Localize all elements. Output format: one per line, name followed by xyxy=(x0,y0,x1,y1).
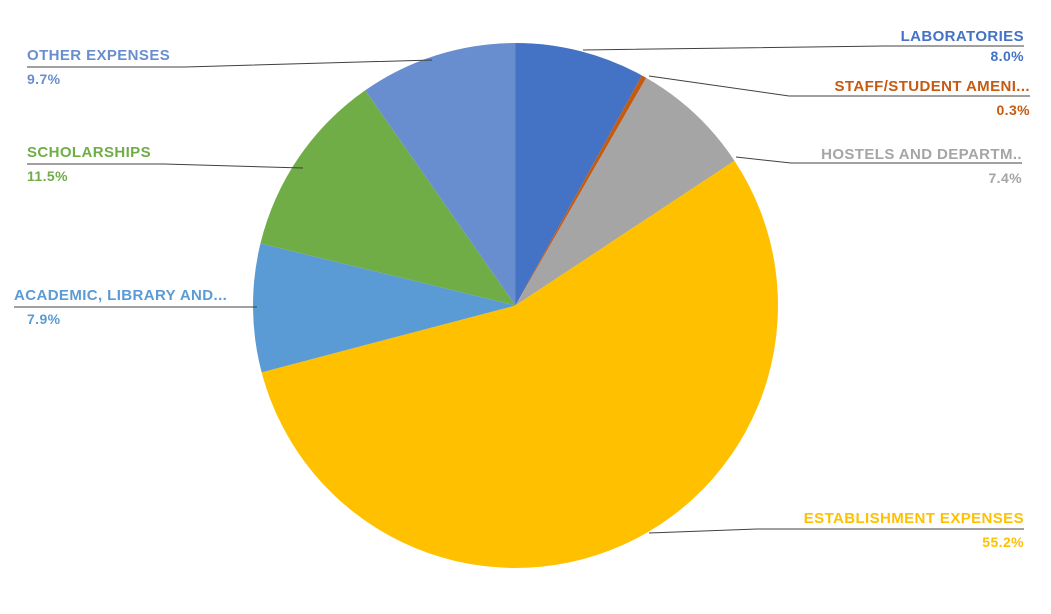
pie-slice-5 xyxy=(260,90,516,306)
pie-label-percent: 7.9% xyxy=(27,311,61,327)
pie-slice-3 xyxy=(261,160,778,568)
pie-slice-0 xyxy=(515,43,642,306)
leader-line-laboratories xyxy=(582,45,1024,51)
leader-line-staff xyxy=(648,75,1030,97)
pie-label-name: STAFF/STUDENT AMENI... xyxy=(834,78,1030,95)
pie-label-percent: 7.4% xyxy=(988,170,1022,186)
pie-label-name: HOSTELS AND DEPARTM.. xyxy=(821,146,1022,163)
pie-slice-6 xyxy=(365,43,516,306)
leader-lines xyxy=(14,45,1030,534)
pie-label-percent: 55.2% xyxy=(982,534,1024,550)
pie-label-name: OTHER EXPENSES xyxy=(27,47,171,64)
pie-label-name: LABORATORIES xyxy=(900,28,1024,45)
pie-slice-4 xyxy=(253,243,516,373)
pie-label-percent: 9.7% xyxy=(27,71,61,87)
leader-line-scholarships xyxy=(27,163,304,169)
pie-slice-2 xyxy=(515,77,735,306)
pie-label-hostels-departments: HOSTELS AND DEPARTM.. 7.4% xyxy=(821,147,1022,186)
pie-label-percent: 0.3% xyxy=(996,102,1030,118)
leader-line-hostels xyxy=(735,156,1022,164)
pie-label-scholarships: SCHOLARSHIPS 11.5% xyxy=(27,145,151,184)
pie-slice-1 xyxy=(515,75,647,306)
pie-label-name: ACADEMIC, LIBRARY AND... xyxy=(14,287,228,304)
pie-label-name: SCHOLARSHIPS xyxy=(27,144,151,161)
pie-label-academic-library: ACADEMIC, LIBRARY AND... 7.9% xyxy=(14,288,227,327)
pie-label-other-expenses: OTHER EXPENSES 9.7% xyxy=(27,48,170,87)
leader-line-establishment xyxy=(648,528,1024,534)
pie-label-laboratories: LABORATORIES 8.0% xyxy=(901,29,1024,64)
pie-label-percent: 8.0% xyxy=(990,48,1024,64)
pie-label-staff-student-amenities: STAFF/STUDENT AMENI... 0.3% xyxy=(835,79,1030,118)
pie-slices xyxy=(253,43,778,568)
pie-label-establishment-expenses: ESTABLISHMENT EXPENSES 55.2% xyxy=(804,511,1024,550)
leader-line-other xyxy=(27,59,433,68)
pie-label-name: ESTABLISHMENT EXPENSES xyxy=(803,510,1024,527)
pie-label-percent: 11.5% xyxy=(27,168,68,184)
